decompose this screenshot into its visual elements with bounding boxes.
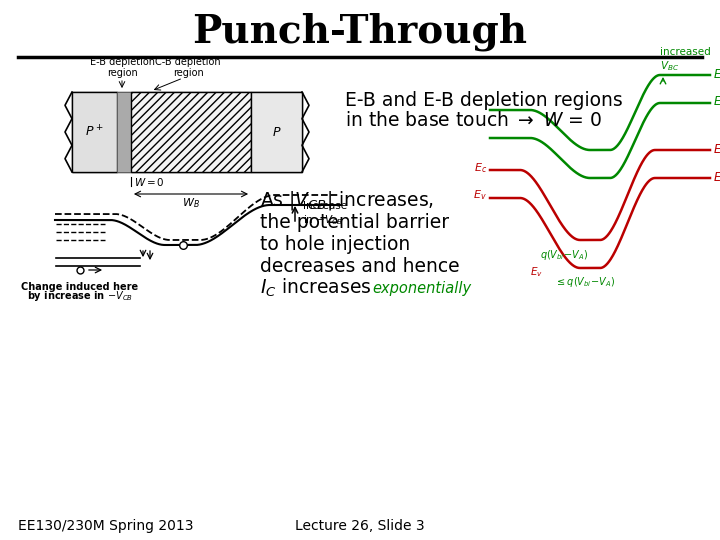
Text: $I_C$ increases: $I_C$ increases bbox=[260, 277, 372, 299]
Bar bbox=[72, 92, 117, 172]
Text: increased
$V_{BC}$: increased $V_{BC}$ bbox=[660, 47, 711, 73]
Text: $E_v$: $E_v$ bbox=[713, 94, 720, 110]
Text: in the base touch $\rightarrow$ $\it{W}$ = 0: in the base touch $\rightarrow$ $\it{W}$… bbox=[345, 111, 602, 130]
Text: E-B and E-B depletion regions: E-B and E-B depletion regions bbox=[345, 91, 623, 110]
Text: As $|V_{CB}|$ increases,: As $|V_{CB}|$ increases, bbox=[260, 188, 434, 212]
Text: $E_c$: $E_c$ bbox=[713, 143, 720, 158]
Text: by increase in $-V_{CB}$: by increase in $-V_{CB}$ bbox=[27, 289, 133, 303]
Text: $E_v$: $E_v$ bbox=[473, 188, 487, 202]
Text: C-B depletion: C-B depletion bbox=[156, 57, 221, 67]
Text: Increase
in $-V_{CB}$: Increase in $-V_{CB}$ bbox=[303, 201, 347, 227]
Bar bbox=[72, 92, 302, 172]
Text: Lecture 26, Slide 3: Lecture 26, Slide 3 bbox=[295, 519, 425, 533]
Text: region: region bbox=[173, 68, 203, 78]
Text: $E_c$: $E_c$ bbox=[474, 161, 487, 175]
Bar bbox=[117, 92, 131, 172]
Text: exponentially: exponentially bbox=[372, 280, 471, 295]
Text: $q(V_{bi}\!-\!V_A)$: $q(V_{bi}\!-\!V_A)$ bbox=[540, 248, 588, 262]
Text: EE130/230M Spring 2013: EE130/230M Spring 2013 bbox=[18, 519, 194, 533]
Text: region: region bbox=[107, 68, 138, 78]
Text: $\leq q(V_{bi}\!-\!V_A)$: $\leq q(V_{bi}\!-\!V_A)$ bbox=[555, 275, 616, 289]
Text: $W=0$: $W=0$ bbox=[134, 176, 165, 188]
Text: $E_v$: $E_v$ bbox=[530, 265, 543, 279]
Text: E-B depletion: E-B depletion bbox=[89, 57, 155, 67]
Text: the potential barrier: the potential barrier bbox=[260, 213, 449, 232]
Text: $E_v$: $E_v$ bbox=[713, 171, 720, 186]
Text: $E_c$: $E_c$ bbox=[713, 68, 720, 83]
Text: to hole injection: to hole injection bbox=[260, 234, 410, 253]
Text: Punch-Through: Punch-Through bbox=[192, 13, 528, 51]
Text: $P$: $P$ bbox=[271, 125, 282, 138]
Text: $P^+$: $P^+$ bbox=[85, 124, 104, 140]
Bar bbox=[131, 92, 251, 172]
Text: decreases and hence: decreases and hence bbox=[260, 256, 459, 275]
Text: Change induced here: Change induced here bbox=[22, 282, 138, 292]
Text: $W_B$: $W_B$ bbox=[182, 196, 200, 210]
Bar bbox=[251, 92, 302, 172]
